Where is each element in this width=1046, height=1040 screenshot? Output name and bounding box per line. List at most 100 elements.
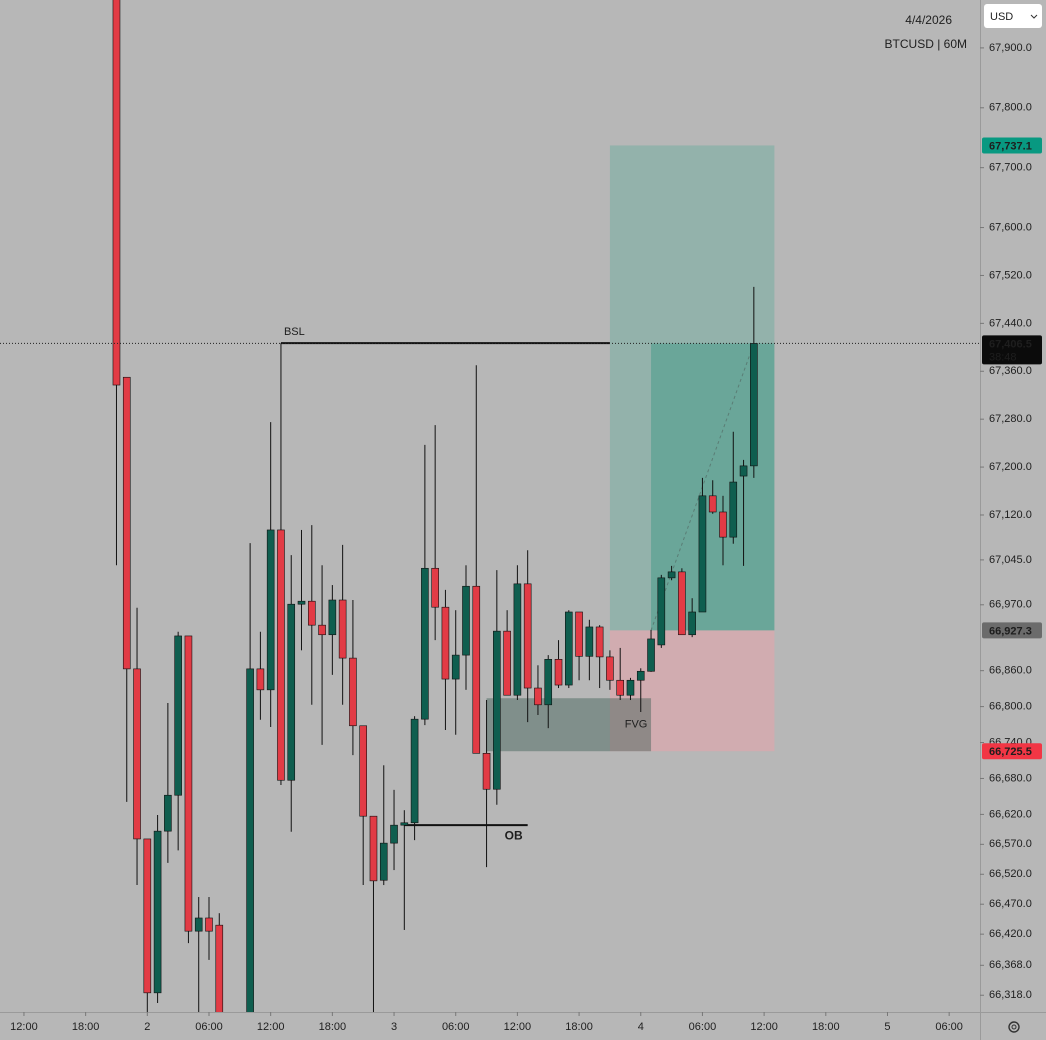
x-tick-label: 06:00 — [195, 1021, 223, 1033]
y-tick-label: 66,368.0 — [989, 959, 1032, 971]
level-label: OB — [505, 828, 523, 842]
x-tick-label: 06:00 — [689, 1021, 717, 1033]
candle-body — [390, 824, 398, 844]
x-tick-label: 18:00 — [72, 1021, 100, 1033]
y-tick-label: 67,700.0 — [989, 162, 1032, 174]
candle-body — [575, 611, 583, 657]
candle-body — [534, 687, 542, 706]
settings-icon[interactable] — [1008, 1021, 1020, 1033]
y-tick-label: 67,045.0 — [989, 554, 1032, 566]
y-tick-label: 67,360.0 — [989, 365, 1032, 377]
candle-body — [338, 599, 347, 659]
x-tick-label: 12:00 — [750, 1021, 778, 1033]
candle-body — [287, 603, 296, 781]
candle-body — [133, 668, 141, 840]
candle-body — [462, 585, 470, 656]
candle-body — [205, 917, 213, 932]
symbol-label: BTCUSD | 60M — [885, 37, 967, 51]
x-tick-label: 18:00 — [319, 1021, 347, 1033]
stop-zone — [609, 630, 775, 752]
y-tick-label: 66,620.0 — [989, 808, 1032, 820]
x-tick-label: 06:00 — [935, 1021, 963, 1033]
fvg-zone — [486, 698, 652, 752]
currency-select[interactable] — [984, 4, 1042, 28]
x-tick-label: 06:00 — [442, 1021, 470, 1033]
x-tick-label: 3 — [391, 1021, 397, 1033]
candle-body — [266, 529, 275, 691]
y-tick-label: 66,970.0 — [989, 599, 1032, 611]
fvg-label: FVG — [625, 719, 648, 731]
candle-body — [307, 600, 316, 626]
y-tick-label: 66,470.0 — [989, 898, 1032, 910]
y-tick-label: 66,860.0 — [989, 665, 1032, 677]
y-tick-label: 67,800.0 — [989, 102, 1032, 114]
candle-body — [143, 838, 152, 994]
price-label: 67,737.1 — [989, 140, 1032, 152]
candle-body — [606, 656, 614, 681]
date-label: 4/4/2026 — [905, 13, 952, 27]
candle-body — [256, 668, 265, 691]
candle-body — [595, 626, 604, 658]
candle-body — [513, 583, 522, 696]
y-tick-label: 66,680.0 — [989, 772, 1032, 784]
price-label-bg — [982, 622, 1042, 639]
y-tick-label: 67,120.0 — [989, 509, 1032, 521]
price-label: 66,725.5 — [989, 746, 1032, 758]
candle-body — [729, 481, 738, 538]
level-label: BSL — [284, 326, 305, 338]
y-tick-label: 66,520.0 — [989, 868, 1032, 880]
candle-body — [482, 753, 491, 790]
candle-body — [493, 630, 501, 790]
candle-body — [122, 376, 131, 670]
candle-body — [184, 635, 193, 932]
candle-body — [379, 842, 388, 881]
candle-body — [636, 670, 645, 681]
y-tick-label: 67,600.0 — [989, 221, 1032, 233]
last-price-bg — [982, 335, 1042, 365]
y-tick-label: 66,318.0 — [989, 989, 1032, 1001]
candle-body — [431, 567, 439, 608]
dropdown-caret[interactable] — [1030, 14, 1038, 19]
candle-body — [410, 718, 419, 824]
candle-body — [564, 611, 573, 686]
candle-body — [349, 657, 357, 727]
candle-body — [626, 679, 635, 696]
price-label: 66,927.3 — [989, 625, 1032, 637]
x-tick-label: 12:00 — [504, 1021, 532, 1033]
x-tick-label: 18:00 — [812, 1021, 840, 1033]
candle-body — [750, 343, 758, 467]
candle-body — [523, 583, 532, 689]
candle-body — [194, 917, 203, 932]
candle-body — [698, 495, 707, 613]
y-tick-label: 67,900.0 — [989, 42, 1032, 54]
candle-body — [544, 658, 553, 706]
y-tick-label: 67,280.0 — [989, 413, 1032, 425]
currency-label[interactable]: USD — [990, 11, 1013, 23]
candle-body — [678, 571, 686, 636]
x-tick-label: 5 — [884, 1021, 890, 1033]
candle-body — [739, 465, 748, 477]
candle-body — [246, 668, 254, 1012]
candle-body — [153, 830, 162, 994]
plot-area: FVG BSL OB — [112, 0, 775, 1012]
target-zone — [609, 145, 775, 631]
candle-body — [503, 630, 511, 696]
x-tick-label: 12:00 — [10, 1021, 38, 1033]
candle-body — [359, 725, 367, 817]
candle-body — [215, 924, 224, 1012]
x-tick-label: 12:00 — [257, 1021, 285, 1033]
candle-body — [708, 495, 717, 513]
candle-body — [688, 611, 696, 636]
candle-body — [472, 585, 481, 754]
y-tick-label: 66,570.0 — [989, 838, 1032, 850]
y-tick-label: 66,420.0 — [989, 928, 1032, 940]
x-tick-label: 18:00 — [565, 1021, 593, 1033]
countdown-label: 38:48 — [989, 351, 1017, 363]
candle-body — [616, 679, 624, 696]
candle-body — [719, 511, 727, 538]
candle-body — [318, 624, 326, 636]
x-tick-label: 4 — [638, 1021, 644, 1033]
price-label-bg — [982, 137, 1042, 154]
candle-body — [441, 606, 450, 680]
